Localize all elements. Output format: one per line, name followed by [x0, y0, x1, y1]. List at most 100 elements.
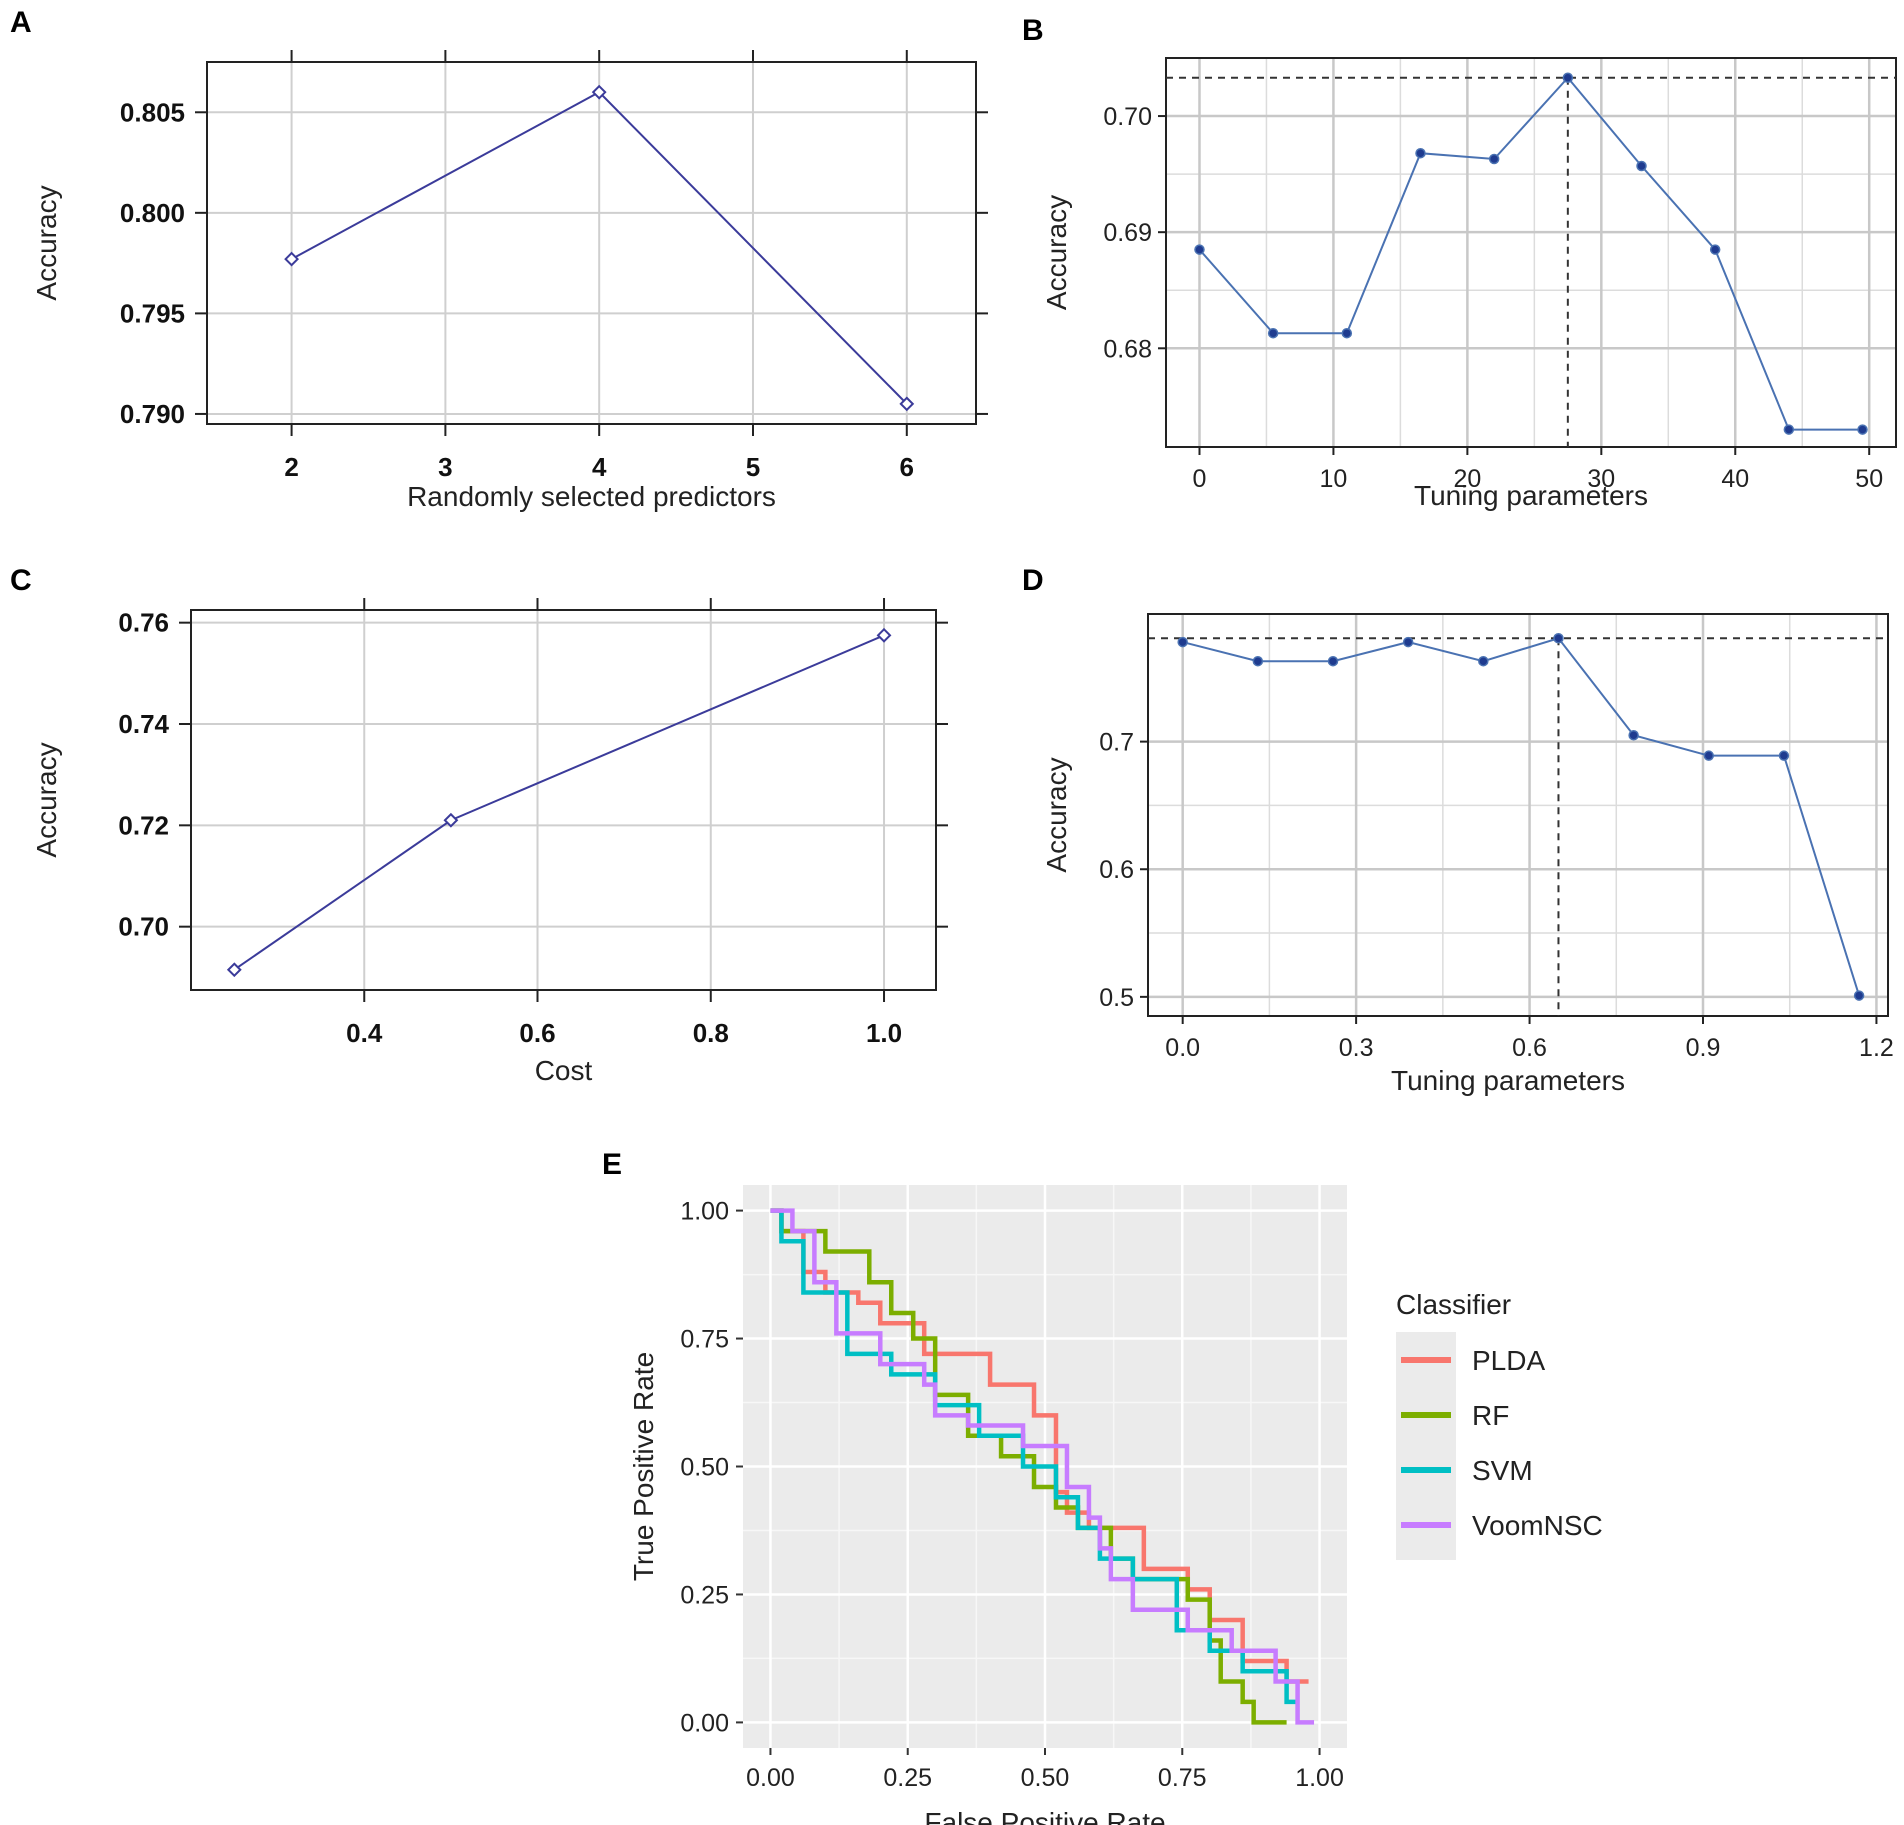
- x-tick-label: 30: [1587, 465, 1615, 493]
- y-tick-label: 0.790: [120, 399, 185, 429]
- y-tick-label: 0.50: [680, 1454, 729, 1482]
- data-point-marker: [899, 396, 915, 412]
- y-tick-label: 1.00: [680, 1198, 729, 1226]
- data-point: [1562, 72, 1574, 83]
- x-tick-label: 1.2: [1859, 1034, 1894, 1062]
- y-tick-label: 0.69: [1103, 219, 1152, 247]
- x-tick-label: 2: [284, 452, 298, 482]
- data-point-marker: [876, 627, 892, 643]
- roc-curve-svm: [770, 1208, 1298, 1705]
- panel-label: E: [602, 1148, 622, 1181]
- x-tick-label: 0.9: [1686, 1034, 1721, 1062]
- y-tick-label: 0.25: [680, 1581, 729, 1609]
- legend-label: RF: [1472, 1400, 1509, 1431]
- y-axis-title: Accuracy: [1041, 195, 1072, 310]
- panel-a-accuracy-vs-predictors: A 2 3 4 5 6 0.790 0.795 0.800 0.805 Randomly selec…: [10, 6, 988, 512]
- x-axis-title: Cost: [535, 1055, 593, 1086]
- legend: Classifier PLDA RF SVM VoomNSC: [1396, 1289, 1603, 1560]
- plot-frame: [190, 609, 937, 991]
- x-tick-label: 1.0: [866, 1018, 902, 1048]
- x-tick-label: 0.00: [746, 1764, 795, 1792]
- x-tick-label: 1.00: [1295, 1764, 1344, 1792]
- data-point-marker: [591, 84, 607, 100]
- data-point: [1853, 990, 1865, 1001]
- panel-b-accuracy-vs-tuning: B 0 10 20 30 40 50 0.68 0.69 0.70 Tuning parameter…: [1022, 14, 1897, 511]
- y-tick-label: 0.76: [118, 608, 169, 638]
- y-tick-label: 0.7: [1099, 729, 1134, 757]
- y-tick-label: 0.74: [118, 709, 169, 739]
- data-point: [1857, 424, 1868, 435]
- series-line: [1182, 637, 1861, 996]
- data-point: [1478, 655, 1489, 667]
- panel-label: B: [1022, 14, 1044, 47]
- y-axis-title: Accuracy: [31, 185, 62, 300]
- x-tick-label: 0.50: [1021, 1764, 1070, 1792]
- data-point: [1783, 424, 1795, 435]
- x-tick-label: 4: [592, 452, 607, 482]
- series-line: [1198, 76, 1863, 431]
- panel-label: C: [10, 564, 32, 597]
- x-axis-title: False Positive Rate: [924, 1807, 1165, 1825]
- plot-frame: [206, 61, 977, 425]
- panel-d-accuracy-vs-tuning: D 0.0 0.3 0.6 0.9 1.2 0.5 0.6 0.7 Tuning paramete…: [1022, 564, 1894, 1096]
- y-tick-label: 0.800: [120, 198, 185, 228]
- x-tick-label: 3: [438, 452, 452, 482]
- data-point: [1415, 147, 1426, 159]
- panel-e-roc-curves: E 0.00 0.25 0.50 0.75 1.00 0.00 0.25 0.50 0.75 1.0…: [602, 1148, 1603, 1825]
- y-tick-label: 0.795: [120, 298, 185, 328]
- x-tick-label: 40: [1721, 465, 1749, 493]
- roc-curve-voomnsc: [770, 1208, 1315, 1725]
- data-point: [1703, 750, 1715, 761]
- data-point: [1267, 327, 1279, 339]
- y-axis-title: Accuracy: [31, 742, 62, 857]
- data-point: [1553, 632, 1564, 644]
- data-point-marker: [226, 962, 242, 978]
- panel-c-accuracy-vs-cost: C 0.4 0.6 0.8 1.0 0.70 0.72 0.74 0.76 Cost Accurac…: [10, 564, 948, 1086]
- data-point: [1488, 153, 1500, 165]
- y-axis-title: True Positive Rate: [628, 1352, 659, 1581]
- x-tick-label: 0.6: [519, 1018, 555, 1048]
- x-tick-label: 0: [1193, 465, 1207, 493]
- y-tick-label: 0.805: [120, 97, 185, 127]
- data-point: [1194, 244, 1205, 255]
- data-point: [1402, 636, 1414, 648]
- x-axis-title: Randomly selected predictors: [407, 481, 776, 512]
- y-tick-label: 0.70: [118, 912, 169, 942]
- x-tick-label: 50: [1855, 465, 1883, 493]
- data-point: [1177, 636, 1188, 648]
- x-axis-title: Tuning parameters: [1391, 1065, 1625, 1096]
- y-tick-label: 0.72: [118, 810, 169, 840]
- data-point: [1252, 655, 1264, 667]
- x-tick-label: 0.25: [883, 1764, 932, 1792]
- legend-label: VoomNSC: [1472, 1510, 1603, 1541]
- x-tick-label: 20: [1453, 465, 1481, 493]
- legend-label: SVM: [1472, 1455, 1533, 1486]
- plot-frame: [1147, 613, 1889, 1017]
- data-point: [1327, 655, 1339, 667]
- data-point: [1709, 244, 1721, 255]
- x-tick-label: 6: [900, 452, 914, 482]
- y-tick-label: 0.6: [1099, 856, 1134, 884]
- x-tick-label: 0.75: [1158, 1764, 1207, 1792]
- data-point: [1628, 729, 1639, 741]
- y-tick-label: 0.5: [1099, 984, 1134, 1012]
- x-tick-label: 10: [1320, 465, 1348, 493]
- x-tick-label: 0.8: [693, 1018, 729, 1048]
- data-point: [1636, 160, 1647, 172]
- x-tick-label: 0.3: [1339, 1034, 1374, 1062]
- y-tick-label: 0.68: [1103, 335, 1152, 363]
- y-axis-title: Accuracy: [1041, 757, 1072, 872]
- data-point: [1341, 327, 1353, 339]
- y-tick-label: 0.70: [1103, 103, 1152, 131]
- y-tick-label: 0.75: [680, 1326, 729, 1354]
- x-axis-title: Tuning parameters: [1414, 480, 1648, 511]
- x-tick-label: 0.4: [346, 1018, 383, 1048]
- y-tick-label: 0.00: [680, 1709, 729, 1737]
- legend-label: PLDA: [1472, 1345, 1545, 1376]
- panel-label: A: [10, 6, 32, 39]
- x-tick-label: 0.6: [1512, 1034, 1547, 1062]
- data-point: [1778, 750, 1790, 761]
- legend-title: Classifier: [1396, 1289, 1511, 1320]
- x-tick-label: 5: [746, 452, 760, 482]
